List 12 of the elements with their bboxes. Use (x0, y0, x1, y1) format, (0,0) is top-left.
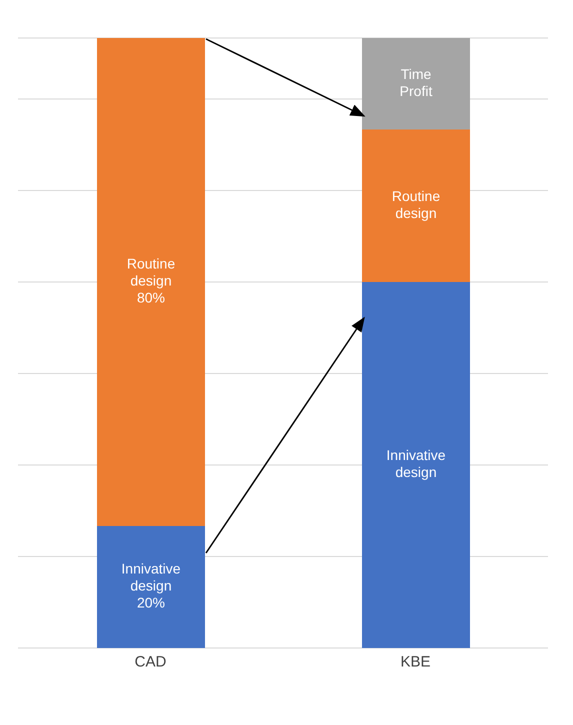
x-tick-label: CAD (134, 654, 166, 671)
bar (97, 38, 205, 526)
bar (362, 282, 470, 648)
bar (97, 526, 205, 648)
data-label: Time Profit (400, 66, 432, 99)
bar (362, 38, 470, 130)
data-label: Innivative design 20% (121, 560, 181, 611)
x-tick-label: KBE (400, 654, 431, 671)
data-label: Routine design 80% (126, 256, 176, 306)
data-label: Innivative design (386, 447, 446, 480)
data-label: Routine design (392, 188, 440, 221)
bar (362, 130, 470, 282)
